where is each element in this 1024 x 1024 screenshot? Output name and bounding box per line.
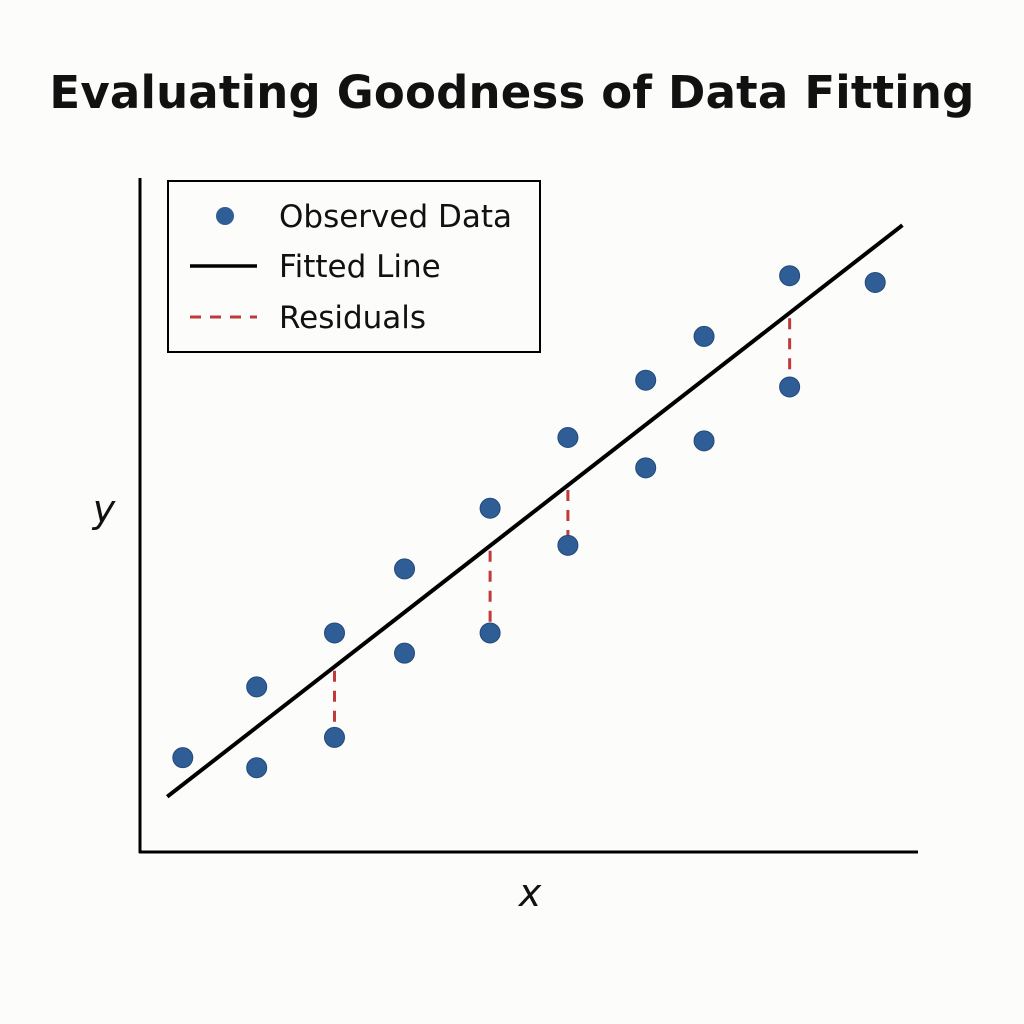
data-point-9 [479, 622, 501, 644]
data-point-15 [693, 430, 715, 452]
fitted-line [166, 223, 904, 799]
data-point-2 [246, 676, 268, 698]
data-point-11 [557, 534, 579, 556]
observed-points-layer [172, 265, 886, 779]
data-point-4 [324, 622, 345, 644]
data-point-7 [394, 642, 416, 664]
y-axis-label: y [92, 487, 116, 531]
data-point-3 [246, 757, 268, 779]
residuals-layer [333, 318, 792, 738]
chart-title: Evaluating Goodness of Data Fitting [49, 66, 975, 119]
data-point-8 [479, 497, 501, 519]
legend-label-residuals: Residuals [279, 300, 426, 336]
data-point-13 [635, 457, 657, 479]
data-point-18 [864, 271, 886, 293]
data-point-6 [394, 558, 416, 580]
legend: Observed Data Fitted Line Residuals [167, 180, 541, 353]
data-point-5 [324, 726, 345, 748]
legend-label-fitted: Fitted Line [279, 249, 441, 285]
data-point-1 [172, 747, 194, 769]
data-point-10 [557, 426, 579, 448]
x-axis-label: x [518, 871, 542, 915]
legend-label-observed: Observed Data [279, 199, 512, 235]
data-point-14 [693, 325, 715, 347]
data-point-12 [635, 369, 657, 391]
fitted-line-layer [166, 223, 904, 799]
data-point-16 [779, 265, 801, 287]
data-point-17 [779, 376, 801, 398]
legend-marker-observed [216, 207, 234, 225]
